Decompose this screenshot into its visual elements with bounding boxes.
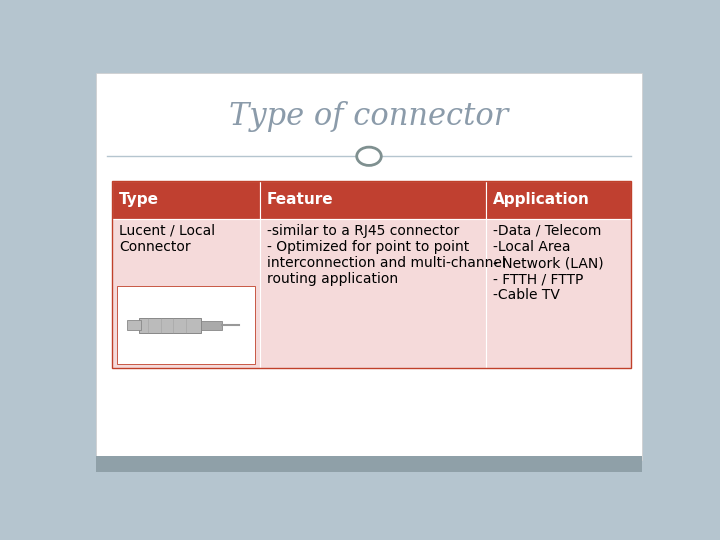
Text: Feature: Feature — [267, 192, 333, 207]
FancyBboxPatch shape — [139, 318, 201, 333]
Circle shape — [356, 147, 382, 165]
FancyBboxPatch shape — [117, 286, 255, 364]
FancyBboxPatch shape — [96, 73, 642, 460]
FancyBboxPatch shape — [486, 219, 631, 368]
FancyBboxPatch shape — [112, 181, 260, 219]
FancyBboxPatch shape — [127, 320, 141, 330]
Text: Type: Type — [119, 192, 159, 207]
FancyBboxPatch shape — [486, 181, 631, 219]
Text: Application: Application — [492, 192, 590, 207]
FancyBboxPatch shape — [201, 321, 222, 329]
Text: Type of connector: Type of connector — [229, 102, 509, 132]
FancyBboxPatch shape — [96, 456, 642, 472]
FancyBboxPatch shape — [260, 219, 486, 368]
Text: Lucent / Local
Connector: Lucent / Local Connector — [119, 224, 215, 254]
Text: -similar to a RJ45 connector
- Optimized for point to point
interconnection and : -similar to a RJ45 connector - Optimized… — [267, 224, 505, 286]
Text: -Data / Telecom
-Local Area
- Network (LAN)
- FTTH / FTTP
-Cable TV: -Data / Telecom -Local Area - Network (L… — [492, 224, 603, 302]
FancyBboxPatch shape — [260, 181, 486, 219]
FancyBboxPatch shape — [112, 219, 260, 368]
